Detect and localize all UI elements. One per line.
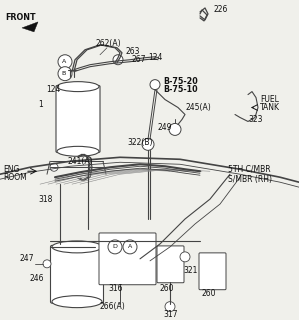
Text: 267: 267 [132, 55, 147, 64]
Text: B: B [62, 71, 66, 76]
FancyBboxPatch shape [51, 245, 103, 303]
Text: 1: 1 [38, 100, 43, 109]
Text: 316: 316 [108, 284, 123, 293]
Text: 260: 260 [160, 284, 175, 293]
Text: 124: 124 [148, 53, 162, 62]
Circle shape [108, 240, 122, 254]
Text: 322(B): 322(B) [127, 138, 152, 147]
Text: TANK: TANK [260, 103, 280, 112]
Text: 124: 124 [46, 85, 60, 94]
Circle shape [58, 67, 72, 81]
Text: 262(A): 262(A) [95, 39, 120, 48]
FancyBboxPatch shape [56, 86, 100, 152]
Text: 317: 317 [163, 310, 178, 319]
FancyBboxPatch shape [199, 253, 226, 290]
Text: 266(A): 266(A) [100, 302, 126, 311]
Text: 323: 323 [248, 115, 263, 124]
Text: 226: 226 [213, 5, 227, 14]
Text: D: D [112, 244, 118, 249]
Text: ENG: ENG [3, 165, 19, 174]
Text: 246: 246 [30, 274, 45, 283]
Polygon shape [22, 22, 38, 32]
FancyBboxPatch shape [99, 233, 156, 285]
Circle shape [50, 163, 58, 171]
FancyBboxPatch shape [157, 246, 184, 283]
Circle shape [150, 80, 160, 90]
Text: S/MBR (RH): S/MBR (RH) [228, 175, 272, 184]
Circle shape [169, 124, 181, 135]
Text: 241(A): 241(A) [68, 157, 94, 166]
Text: 318: 318 [38, 195, 52, 204]
Circle shape [142, 138, 154, 150]
Text: A: A [62, 59, 66, 64]
Text: ROOM: ROOM [3, 173, 27, 182]
Text: 249: 249 [158, 123, 173, 132]
Text: 245(A): 245(A) [185, 103, 211, 112]
Text: 5TH C/MBR: 5TH C/MBR [228, 165, 271, 174]
Text: 263: 263 [125, 47, 140, 56]
Text: B-75-20: B-75-20 [163, 77, 198, 86]
Ellipse shape [52, 241, 102, 253]
Circle shape [58, 55, 72, 69]
Text: FRONT: FRONT [5, 13, 36, 22]
Ellipse shape [52, 296, 102, 308]
Circle shape [123, 240, 137, 254]
Ellipse shape [57, 146, 99, 156]
Text: 260: 260 [202, 289, 216, 298]
Circle shape [113, 55, 123, 65]
Text: 321: 321 [183, 266, 197, 275]
Circle shape [180, 252, 190, 262]
Text: FUEL: FUEL [260, 95, 279, 104]
Text: B-75-10: B-75-10 [163, 85, 198, 94]
Text: 247: 247 [20, 254, 34, 263]
Text: A: A [128, 244, 132, 249]
Circle shape [43, 260, 51, 268]
Circle shape [165, 302, 175, 312]
Ellipse shape [57, 82, 99, 92]
